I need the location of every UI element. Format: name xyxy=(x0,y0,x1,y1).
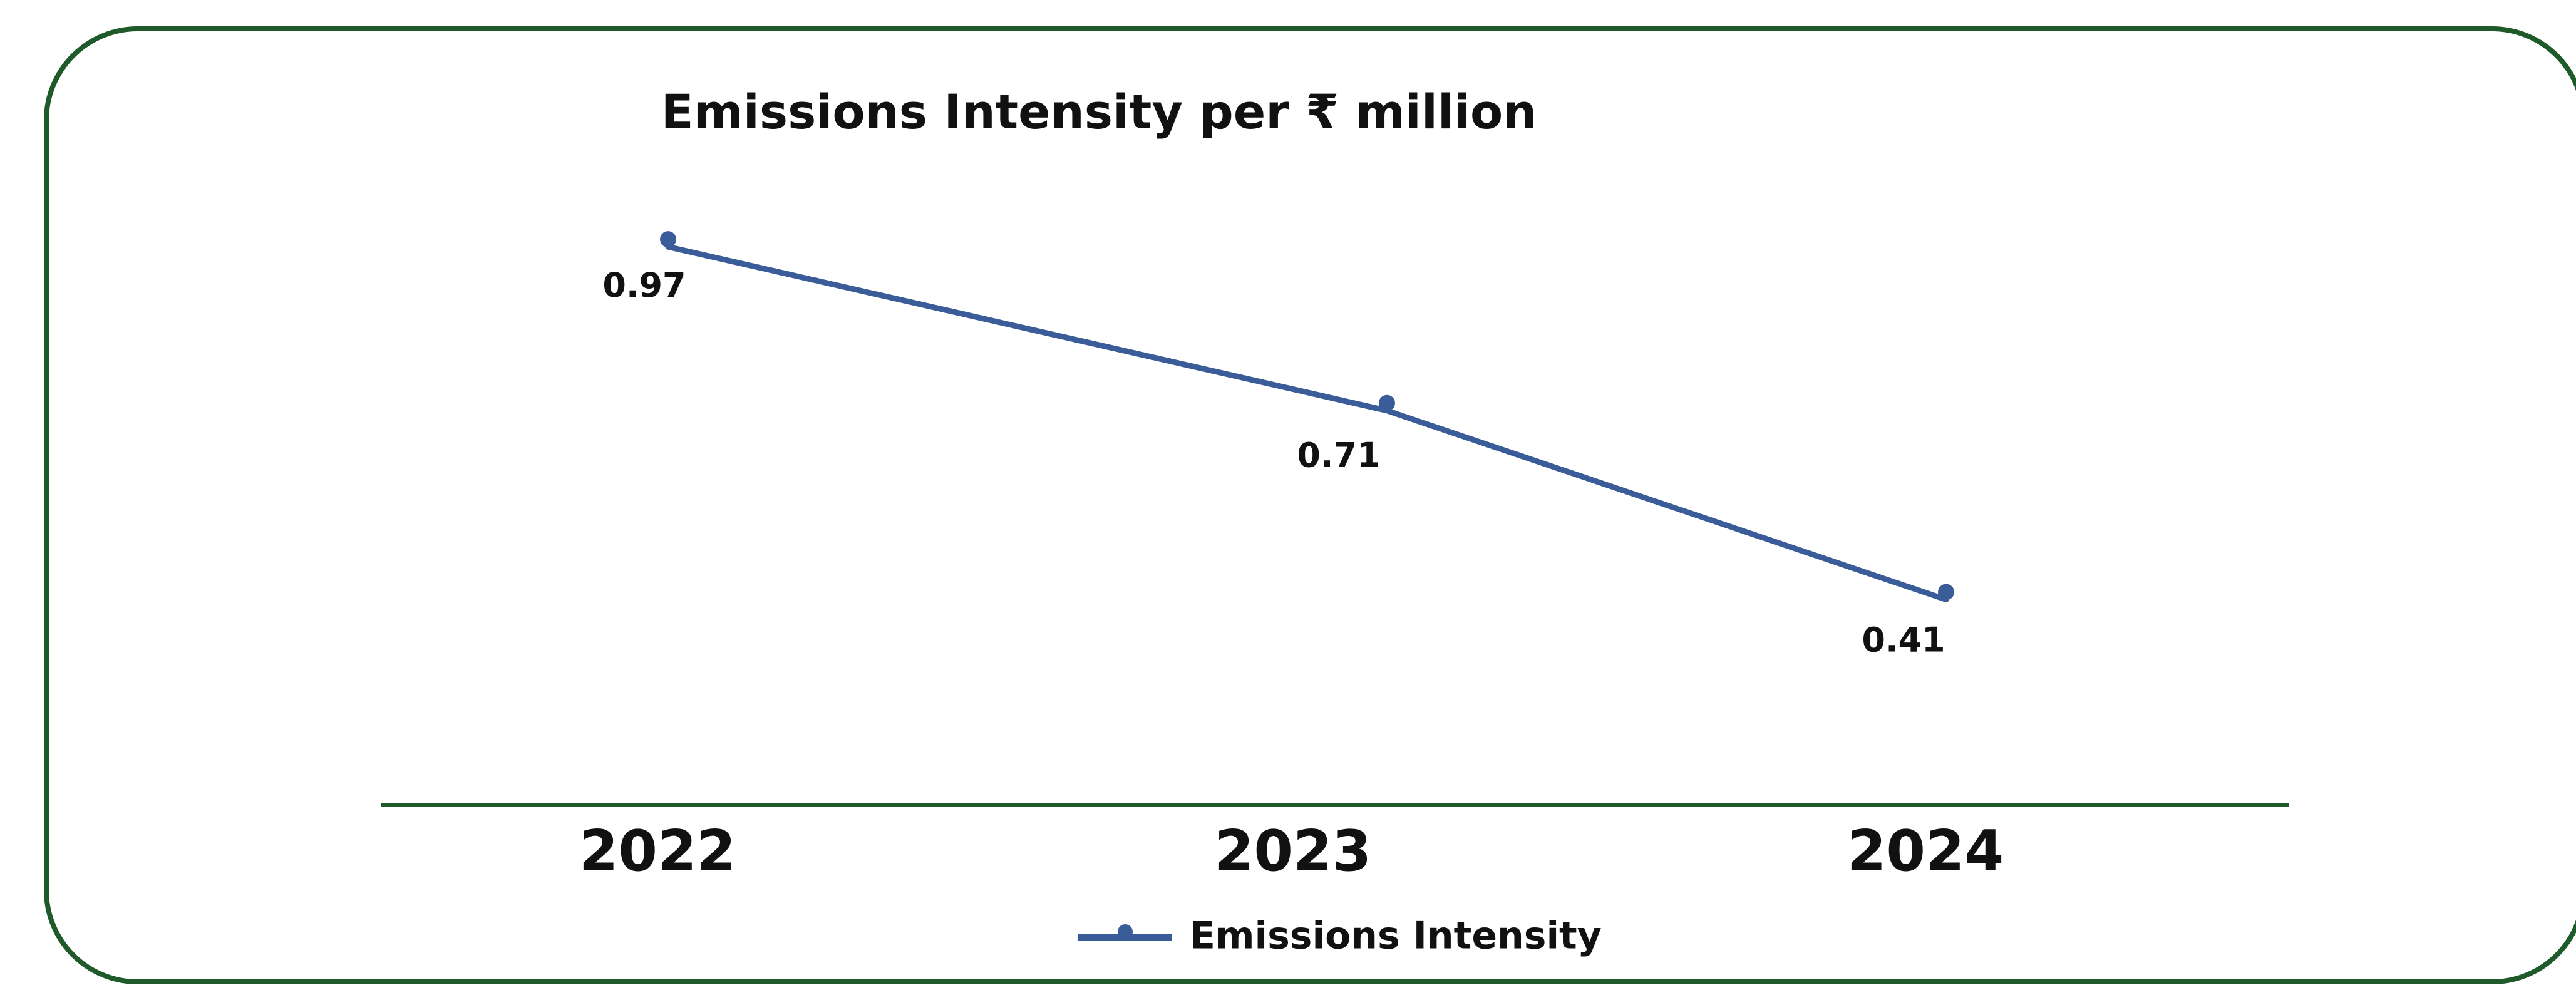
x-tick-label-2022: 2022 xyxy=(579,818,736,884)
legend-label: Emissions Intensity xyxy=(1190,914,1602,958)
x-tick-label-2024: 2024 xyxy=(1847,818,2004,884)
data-point-2023 xyxy=(1379,394,1395,411)
chart-title: Emissions Intensity per ₹ million xyxy=(661,84,1537,140)
series-layer: 0.97 0.71 0.41 xyxy=(602,231,1954,660)
legend-marker xyxy=(1118,924,1133,939)
data-label-2022: 0.97 xyxy=(602,266,686,305)
series-line-emissions-intensity xyxy=(665,244,1949,603)
legend: Emissions Intensity xyxy=(1078,914,1602,958)
data-label-2023: 0.71 xyxy=(1297,436,1380,475)
chart-frame xyxy=(44,26,2576,984)
data-point-2024 xyxy=(1938,584,1954,601)
data-label-2024: 0.41 xyxy=(1862,621,1945,660)
x-tick-label-2023: 2023 xyxy=(1215,818,1372,884)
data-point-2022 xyxy=(660,231,676,248)
x-tick-labels: 2022 2023 2024 xyxy=(579,818,2004,884)
